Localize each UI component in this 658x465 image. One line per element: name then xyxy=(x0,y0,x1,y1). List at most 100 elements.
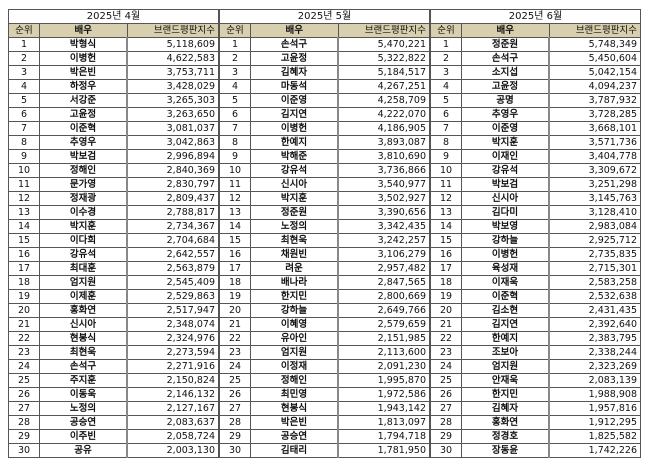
actor-name-cell: 육성재 xyxy=(461,261,550,276)
score-cell: 2,734,367 xyxy=(126,219,219,234)
actor-name-cell: 장동윤 xyxy=(461,443,550,458)
rank-cell: 6 xyxy=(219,107,251,122)
score-cell: 2,083,139 xyxy=(548,373,641,388)
table-row: 24 이정재 2,091,230 xyxy=(219,359,430,374)
actor-name-cell: 이재욱 xyxy=(461,275,550,290)
table-row: 24 엄지원 2,323,269 xyxy=(430,359,641,374)
actor-name-cell: 이준혁 xyxy=(461,289,550,304)
rank-cell: 4 xyxy=(219,79,251,94)
table-row: 13 정준원 3,390,656 xyxy=(219,205,430,220)
rank-cell: 21 xyxy=(219,317,251,332)
table-row: 7 이준혁 3,081,037 xyxy=(8,121,219,136)
score-cell: 2,150,824 xyxy=(126,373,219,388)
actor-name-cell: 김지연 xyxy=(461,317,550,332)
actor-name-cell: 박보영 xyxy=(461,219,550,234)
actor-name-cell: 서강준 xyxy=(39,93,128,108)
actor-name-cell: 한지민 xyxy=(250,289,339,304)
table-row: 23 최현욱 2,273,594 xyxy=(8,345,219,360)
score-cell: 1,813,097 xyxy=(337,415,430,430)
rank-cell: 8 xyxy=(8,135,40,150)
actor-name-cell: 김소현 xyxy=(461,303,550,318)
table-row: 4 하정우 3,428,029 xyxy=(8,79,219,94)
rank-cell: 20 xyxy=(8,303,40,318)
actor-name-cell: 김태리 xyxy=(250,443,339,458)
actor-name-cell: 정준원 xyxy=(250,205,339,220)
score-cell: 1,794,718 xyxy=(337,429,430,444)
score-cell: 5,322,822 xyxy=(337,51,430,66)
actor-name-cell: 김혜자 xyxy=(250,65,339,80)
table-row: 17 육성재 2,715,301 xyxy=(430,261,641,276)
actor-name-cell: 정해인 xyxy=(39,163,128,178)
actor-name-cell: 홍화연 xyxy=(39,303,128,318)
actor-name-cell: 박지훈 xyxy=(250,191,339,206)
score-cell: 4,267,251 xyxy=(337,79,430,94)
actor-name-cell: 김지연 xyxy=(250,107,339,122)
rank-cell: 16 xyxy=(8,247,40,262)
table-row: 16 이병헌 2,735,835 xyxy=(430,247,641,262)
score-cell: 3,145,763 xyxy=(548,191,641,206)
score-cell: 1,825,582 xyxy=(548,429,641,444)
actor-name-cell: 한예지 xyxy=(250,135,339,150)
table-row: 11 박보검 3,251,298 xyxy=(430,177,641,192)
score-cell: 1,988,908 xyxy=(548,387,641,402)
rank-cell: 25 xyxy=(430,373,462,388)
rank-cell: 2 xyxy=(430,51,462,66)
rank-cell: 3 xyxy=(219,65,251,80)
rank-cell: 6 xyxy=(430,107,462,122)
actor-name-cell: 이재인 xyxy=(461,149,550,164)
table-row: 1 정준원 5,748,349 xyxy=(430,37,641,52)
table-row: 21 김지연 2,392,640 xyxy=(430,317,641,332)
score-cell: 2,083,637 xyxy=(126,415,219,430)
rank-cell: 30 xyxy=(8,443,40,458)
score-cell: 2,809,437 xyxy=(126,191,219,206)
table-row: 9 박보검 2,996,894 xyxy=(8,149,219,164)
rank-cell: 7 xyxy=(430,121,462,136)
table-title-row: 2025년 5월 xyxy=(219,9,430,24)
score-cell: 2,532,638 xyxy=(548,289,641,304)
rank-cell: 6 xyxy=(8,107,40,122)
table-row: 21 이혜영 2,579,659 xyxy=(219,317,430,332)
table-row: 28 홍화연 1,912,295 xyxy=(430,415,641,430)
score-cell: 2,431,435 xyxy=(548,303,641,318)
actor-name-cell: 강유석 xyxy=(250,163,339,178)
table-title: 2025년 6월 xyxy=(430,9,641,24)
table-row: 26 한지민 1,988,908 xyxy=(430,387,641,402)
table-row: 5 서강준 3,265,303 xyxy=(8,93,219,108)
score-cell: 3,736,866 xyxy=(337,163,430,178)
rank-cell: 23 xyxy=(8,345,40,360)
rank-cell: 17 xyxy=(219,261,251,276)
actor-name-cell: 이수경 xyxy=(39,205,128,220)
table-row: 22 한예지 2,383,795 xyxy=(430,331,641,346)
actor-name-cell: 추영우 xyxy=(461,107,550,122)
header-rank: 순위 xyxy=(430,23,462,38)
actor-name-cell: 박은빈 xyxy=(250,415,339,430)
table-row: 2 이병헌 4,622,583 xyxy=(8,51,219,66)
score-cell: 2,091,230 xyxy=(337,359,430,374)
actor-name-cell: 이준혁 xyxy=(39,121,128,136)
score-cell: 4,222,070 xyxy=(337,107,430,122)
rank-cell: 19 xyxy=(219,289,251,304)
rank-cell: 16 xyxy=(430,247,462,262)
score-cell: 3,787,932 xyxy=(548,93,641,108)
score-cell: 2,800,669 xyxy=(337,289,430,304)
score-cell: 1,912,295 xyxy=(548,415,641,430)
score-cell: 3,390,656 xyxy=(337,205,430,220)
score-cell: 3,893,087 xyxy=(337,135,430,150)
rank-cell: 18 xyxy=(430,275,462,290)
rank-cell: 9 xyxy=(219,149,251,164)
table-row: 16 채원빈 3,106,279 xyxy=(219,247,430,262)
score-cell: 5,118,609 xyxy=(126,37,219,52)
score-cell: 3,404,778 xyxy=(548,149,641,164)
rank-cell: 4 xyxy=(8,79,40,94)
table-row: 9 이재인 3,404,778 xyxy=(430,149,641,164)
table-row: 24 손석구 2,271,916 xyxy=(8,359,219,374)
score-cell: 3,428,029 xyxy=(126,79,219,94)
score-cell: 2,383,795 xyxy=(548,331,641,346)
rank-cell: 17 xyxy=(8,261,40,276)
rank-cell: 22 xyxy=(8,331,40,346)
rank-cell: 24 xyxy=(430,359,462,374)
score-cell: 2,830,797 xyxy=(126,177,219,192)
rank-cell: 30 xyxy=(430,443,462,458)
actor-name-cell: 엄지원 xyxy=(250,345,339,360)
score-cell: 2,642,557 xyxy=(126,247,219,262)
